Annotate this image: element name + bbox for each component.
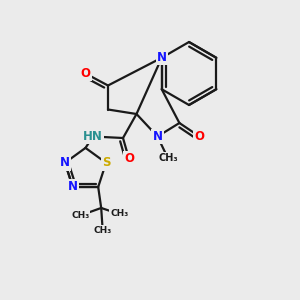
Text: CH₃: CH₃ [158,153,178,164]
Text: N: N [157,51,167,64]
Text: S: S [102,156,110,169]
Text: CH₃: CH₃ [71,211,89,220]
Text: N: N [68,181,78,194]
Text: CH₃: CH₃ [94,226,112,235]
Text: HN: HN [83,130,103,143]
Text: N: N [152,130,163,143]
Text: N: N [60,156,70,169]
Text: O: O [194,130,205,143]
Text: O: O [80,67,91,80]
Text: O: O [124,152,134,166]
Text: CH₃: CH₃ [110,209,128,218]
